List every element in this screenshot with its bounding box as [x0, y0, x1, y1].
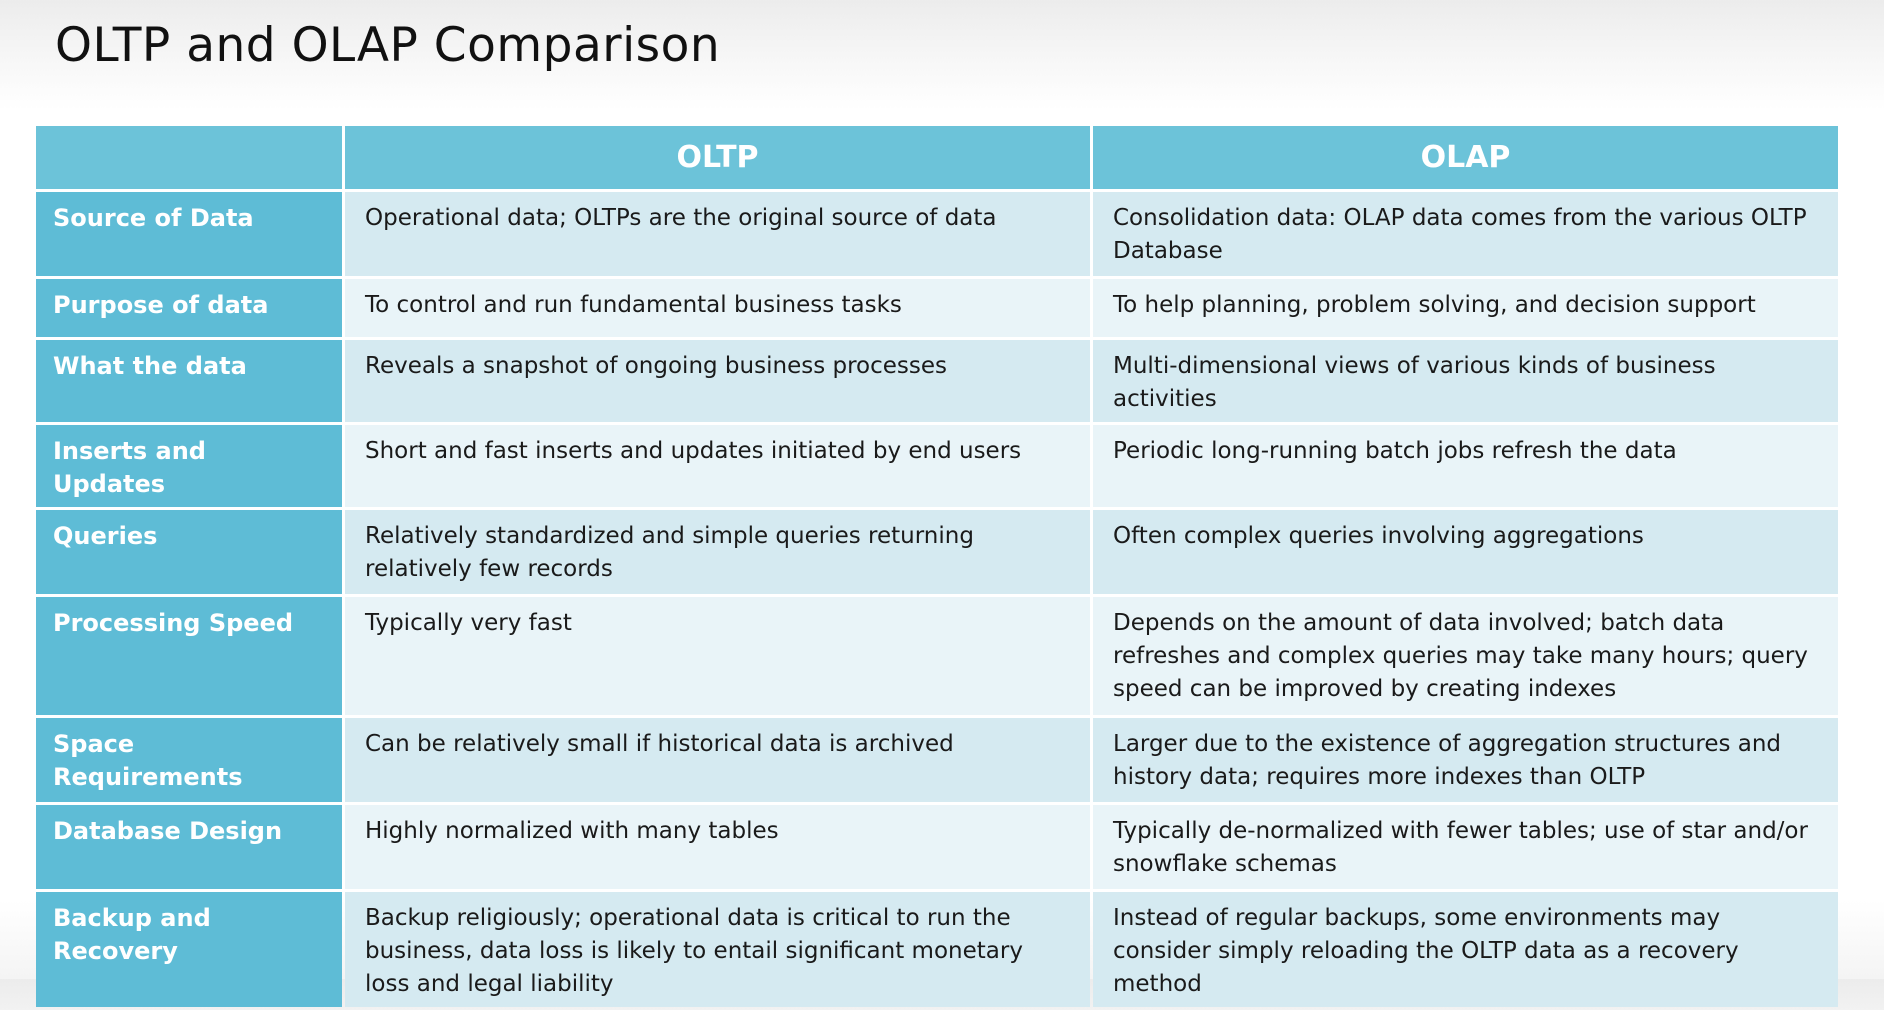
row-label: Space Requirements: [36, 718, 342, 802]
olap-cell: Instead of regular backups, some environ…: [1093, 892, 1838, 1007]
comparison-table: OLTP OLAP Source of Data Operational dat…: [33, 123, 1841, 1010]
table-row: Database Design Highly normalized with m…: [36, 805, 1838, 889]
oltp-cell: Reveals a snapshot of ongoing business p…: [345, 340, 1090, 422]
oltp-cell: To control and run fundamental business …: [345, 279, 1090, 337]
header-row: OLTP OLAP: [36, 126, 1838, 189]
row-label: Database Design: [36, 805, 342, 889]
table-row: Queries Relatively standardized and simp…: [36, 510, 1838, 594]
table-row: What the data Reveals a snapshot of ongo…: [36, 340, 1838, 422]
row-label: Purpose of data: [36, 279, 342, 337]
oltp-cell: Relatively standardized and simple queri…: [345, 510, 1090, 594]
oltp-cell: Operational data; OLTPs are the original…: [345, 192, 1090, 276]
slide-title: OLTP and OLAP Comparison: [55, 18, 721, 73]
table-row: Backup and Recovery Backup religiously; …: [36, 892, 1838, 1007]
olap-cell: Typically de-normalized with fewer table…: [1093, 805, 1838, 889]
oltp-cell: Backup religiously; operational data is …: [345, 892, 1090, 1007]
olap-cell: Consolidation data: OLAP data comes from…: [1093, 192, 1838, 276]
header-corner: [36, 126, 342, 189]
table-row: Space Requirements Can be relatively sma…: [36, 718, 1838, 802]
oltp-cell: Typically very fast: [345, 597, 1090, 715]
table-row: Processing Speed Typically very fast Dep…: [36, 597, 1838, 715]
row-label: Backup and Recovery: [36, 892, 342, 1007]
row-label: Source of Data: [36, 192, 342, 276]
olap-cell: Periodic long-running batch jobs refresh…: [1093, 425, 1838, 507]
row-label: What the data: [36, 340, 342, 422]
olap-cell: Depends on the amount of data involved; …: [1093, 597, 1838, 715]
olap-cell: Often complex queries involving aggregat…: [1093, 510, 1838, 594]
comparison-table-container: OLTP OLAP Source of Data Operational dat…: [36, 123, 1839, 1010]
row-label: Processing Speed: [36, 597, 342, 715]
olap-cell: To help planning, problem solving, and d…: [1093, 279, 1838, 337]
oltp-cell: Highly normalized with many tables: [345, 805, 1090, 889]
header-olap: OLAP: [1093, 126, 1838, 189]
header-oltp: OLTP: [345, 126, 1090, 189]
table-row: Inserts and Updates Short and fast inser…: [36, 425, 1838, 507]
table-row: Source of Data Operational data; OLTPs a…: [36, 192, 1838, 276]
row-label: Queries: [36, 510, 342, 594]
olap-cell: Larger due to the existence of aggregati…: [1093, 718, 1838, 802]
table-row: Purpose of data To control and run funda…: [36, 279, 1838, 337]
oltp-cell: Short and fast inserts and updates initi…: [345, 425, 1090, 507]
row-label: Inserts and Updates: [36, 425, 342, 507]
oltp-cell: Can be relatively small if historical da…: [345, 718, 1090, 802]
olap-cell: Multi-dimensional views of various kinds…: [1093, 340, 1838, 422]
